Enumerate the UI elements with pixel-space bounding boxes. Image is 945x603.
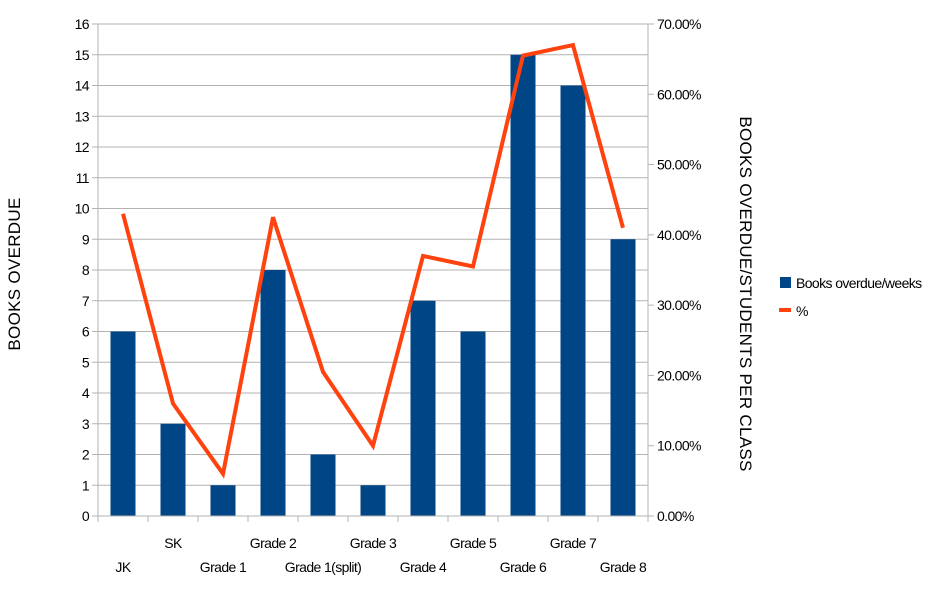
x-tick-label: JK bbox=[115, 559, 131, 575]
y-tick-label: 2 bbox=[82, 447, 90, 463]
legend-label-line: % bbox=[796, 303, 808, 319]
y-tick-label: 0 bbox=[82, 508, 90, 524]
legend-label-bars: Books overdue/weeks bbox=[796, 275, 922, 291]
percent-series-line bbox=[121, 42, 625, 479]
y-tick-label: 10 bbox=[75, 201, 90, 217]
gridlines bbox=[98, 23, 648, 486]
y2-tick-label: 20.00% bbox=[657, 367, 701, 383]
x-tick-label: Grade 2 bbox=[250, 535, 297, 551]
y-tick-label: 1 bbox=[82, 477, 90, 493]
x-tick-label: Grade 6 bbox=[500, 559, 547, 575]
y2-tick-label: 70.00% bbox=[657, 16, 701, 32]
y2-tick-label: 40.00% bbox=[657, 227, 701, 243]
x-tick-label: Grade 1 bbox=[200, 559, 247, 575]
y-tick-label: 11 bbox=[76, 170, 90, 186]
bar bbox=[360, 485, 386, 516]
bar bbox=[110, 331, 136, 516]
bar bbox=[310, 454, 336, 516]
y-tick-label: 15 bbox=[75, 47, 90, 63]
y-tick-label: 9 bbox=[82, 231, 90, 247]
y-tick-label: 3 bbox=[82, 416, 90, 432]
legend: Books overdue/weeks % bbox=[779, 275, 923, 319]
x-tick-label: Grade 5 bbox=[450, 535, 497, 551]
y-tick-label: 14 bbox=[75, 78, 90, 94]
bar bbox=[410, 300, 436, 516]
bar bbox=[260, 270, 286, 516]
x-tick-label: SK bbox=[164, 535, 183, 551]
bar bbox=[560, 85, 586, 516]
y-tick-label: 8 bbox=[82, 262, 90, 278]
legend-swatch-bars bbox=[780, 277, 791, 288]
axes bbox=[92, 23, 654, 522]
y-tick-label: 4 bbox=[82, 385, 90, 401]
y2-tick-label: 60.00% bbox=[657, 86, 701, 102]
y-tick-label: 12 bbox=[75, 139, 90, 155]
y2-tick-label: 0.00% bbox=[657, 508, 694, 524]
percent-line bbox=[121, 42, 625, 479]
y2-axis-ticks: 0.00% 10.00% 20.00% 30.00% 40.00% 50.00% 60.00… bbox=[657, 16, 702, 524]
x-tick-label: Grade 1(split) bbox=[285, 559, 361, 575]
y-tick-label: 6 bbox=[82, 324, 90, 340]
bar bbox=[160, 423, 186, 516]
bar bbox=[510, 54, 536, 516]
bar bbox=[610, 239, 636, 516]
x-tick-label: Grade 7 bbox=[550, 535, 597, 551]
bars bbox=[110, 54, 636, 516]
y2-axis-title: BOOKS OVERDUE/STUDENTS PER CLASS bbox=[736, 116, 755, 471]
y2-tick-label: 10.00% bbox=[657, 438, 701, 454]
y-tick-label: 5 bbox=[82, 354, 90, 370]
x-tick-label: Grade 4 bbox=[400, 559, 447, 575]
x-tick-label: Grade 3 bbox=[350, 535, 397, 551]
y2-tick-label: 50.00% bbox=[657, 157, 701, 173]
y2-tick-label: 30.00% bbox=[657, 297, 701, 313]
y-tick-label: 13 bbox=[75, 108, 90, 124]
bar bbox=[460, 331, 486, 516]
x-tick-label: Grade 8 bbox=[600, 559, 647, 575]
bar bbox=[210, 485, 236, 516]
y-tick-label: 16 bbox=[75, 16, 90, 32]
y-axis-title: BOOKS OVERDUE bbox=[5, 197, 24, 350]
y-tick-label: 7 bbox=[82, 293, 90, 309]
